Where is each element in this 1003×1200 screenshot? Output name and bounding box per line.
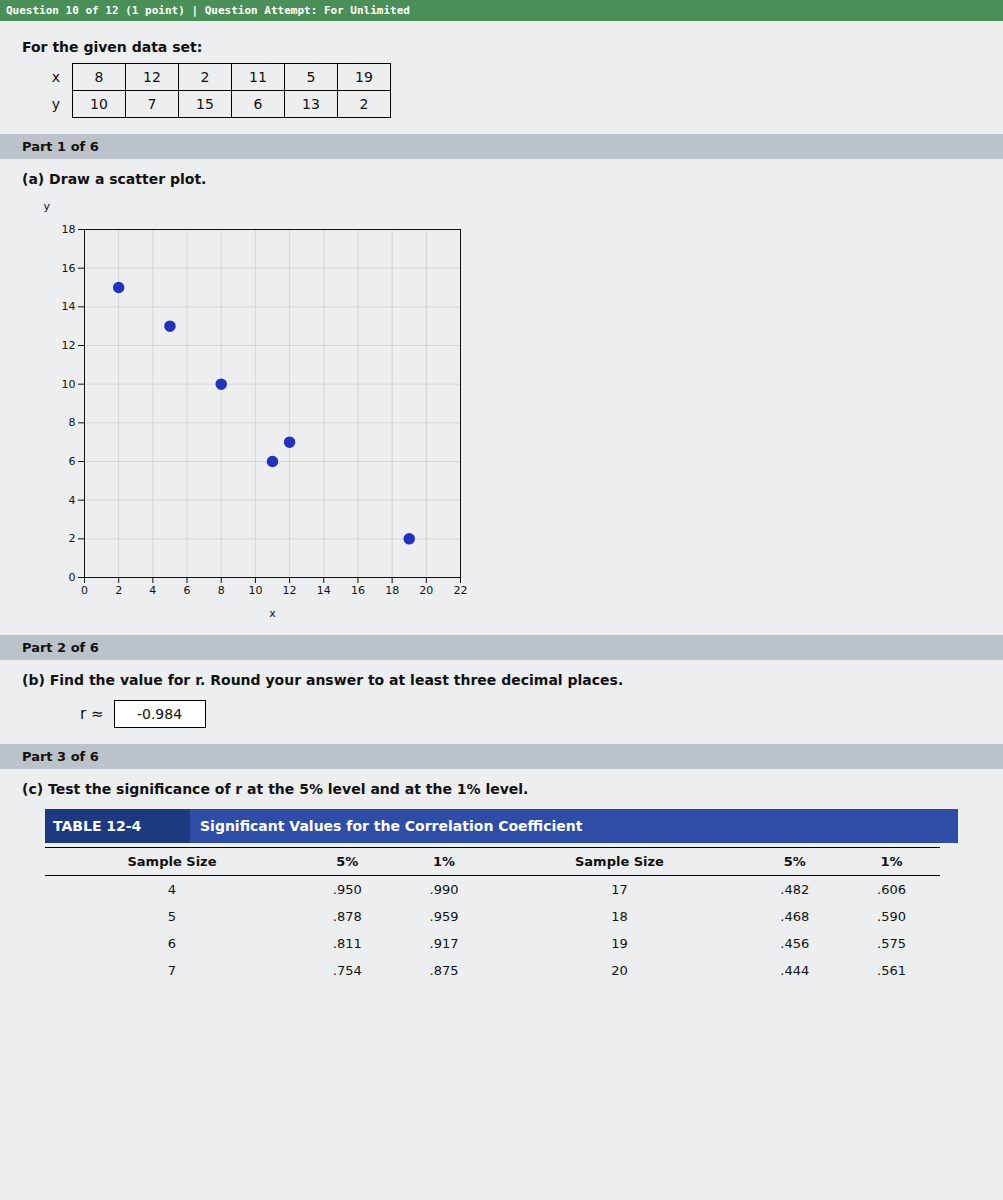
html-text:Significant Values for the Cor: Significant Values for the Correlation C…: [200, 818, 583, 834]
html-text:.575: .575: [877, 936, 907, 951]
html-text:1%: 1%: [433, 854, 456, 869]
html-text:5: 5: [306, 69, 316, 85]
html-text:r ≈: r ≈: [80, 705, 104, 723]
svg-text:16: 16: [62, 262, 76, 275]
html-text:x: x: [51, 69, 61, 85]
html-text:17: 17: [611, 882, 628, 897]
html-text:(c) Test the significance of r: (c) Test the significance of r at the 5%…: [22, 781, 529, 797]
html-text:.950: .950: [332, 882, 362, 897]
html-text:.456: .456: [780, 936, 810, 951]
html-text:For the given data set:: For the given data set:: [22, 39, 203, 55]
html-text:2: 2: [200, 69, 210, 85]
html-text:19: 19: [355, 69, 373, 85]
html-text:.754: .754: [332, 963, 362, 978]
html-text:.875: .875: [429, 963, 459, 978]
html-text:.482: .482: [780, 882, 810, 897]
html-text:18: 18: [611, 909, 628, 924]
html-text:12: 12: [143, 69, 161, 85]
html-text:15: 15: [196, 96, 214, 112]
svg-text:2: 2: [115, 584, 122, 597]
svg-text:14: 14: [317, 584, 331, 597]
html-text:-0.984: -0.984: [136, 706, 183, 722]
svg-text:18: 18: [385, 584, 399, 597]
html-text:Sample Size: Sample Size: [575, 854, 664, 869]
svg-text:x: x: [269, 607, 276, 620]
html-text:.959: .959: [429, 909, 459, 924]
svg-text:8: 8: [69, 416, 76, 429]
svg-text:18: 18: [62, 223, 76, 236]
html-text:.811: .811: [332, 936, 362, 951]
html-text:TABLE 12-4: TABLE 12-4: [53, 818, 142, 834]
html-text:5%: 5%: [336, 854, 359, 869]
svg-text:16: 16: [351, 584, 365, 597]
html-text:.468: .468: [780, 909, 810, 924]
html-text:Sample Size: Sample Size: [127, 854, 217, 869]
html-text:7: 7: [167, 963, 177, 978]
html-text:.878: .878: [332, 909, 362, 924]
svg-text:0: 0: [81, 584, 88, 597]
html-text:19: 19: [611, 936, 628, 951]
html-text:Part 2 of 6: Part 2 of 6: [22, 640, 99, 655]
html-text:11: 11: [249, 69, 267, 85]
html-text:Question 10 of 12 (1 point) |: Question 10 of 12 (1 point) | Question A…: [6, 4, 410, 17]
html-text:7: 7: [147, 96, 157, 112]
html-text:5%: 5%: [783, 854, 806, 869]
svg-text:20: 20: [419, 584, 433, 597]
svg-text:12: 12: [283, 584, 297, 597]
html-text:13: 13: [302, 96, 320, 112]
html-text:10: 10: [90, 96, 108, 112]
html-text:8: 8: [94, 69, 104, 85]
svg-text:2: 2: [69, 532, 76, 545]
html-text:Part 1 of 6: Part 1 of 6: [22, 139, 99, 154]
svg-text:10: 10: [248, 584, 262, 597]
html-text:.606: .606: [877, 882, 907, 897]
html-text:.561: .561: [877, 963, 907, 978]
html-text:y: y: [51, 96, 61, 112]
html-text:5: 5: [167, 909, 177, 924]
html-text:Part 3 of 6: Part 3 of 6: [22, 749, 99, 764]
svg-text:y: y: [44, 200, 51, 213]
svg-text:0: 0: [69, 571, 76, 584]
svg-text:8: 8: [218, 584, 225, 597]
svg-text:4: 4: [149, 584, 156, 597]
html-text:6: 6: [253, 96, 263, 112]
svg-text:14: 14: [62, 300, 76, 313]
html-text:1%: 1%: [880, 854, 903, 869]
svg-text:22: 22: [454, 584, 468, 597]
html-text:.444: .444: [780, 963, 810, 978]
html-text:4: 4: [167, 882, 177, 897]
html-text:.917: .917: [429, 936, 459, 951]
svg-text:12: 12: [62, 339, 76, 352]
html-text:(a) Draw a scatter plot.: (a) Draw a scatter plot.: [22, 171, 207, 187]
svg-text:6: 6: [184, 584, 191, 597]
svg-text:4: 4: [69, 494, 76, 507]
svg-text:6: 6: [69, 455, 76, 468]
svg-text:10: 10: [62, 378, 76, 391]
html-text:2: 2: [359, 96, 369, 112]
html-text:(b) Find the value for r. Roun: (b) Find the value for r. Round your ans…: [22, 672, 624, 688]
html-text:6: 6: [167, 936, 177, 951]
html-text:.590: .590: [877, 909, 907, 924]
html-text:20: 20: [611, 963, 628, 978]
html-text:.990: .990: [429, 882, 459, 897]
